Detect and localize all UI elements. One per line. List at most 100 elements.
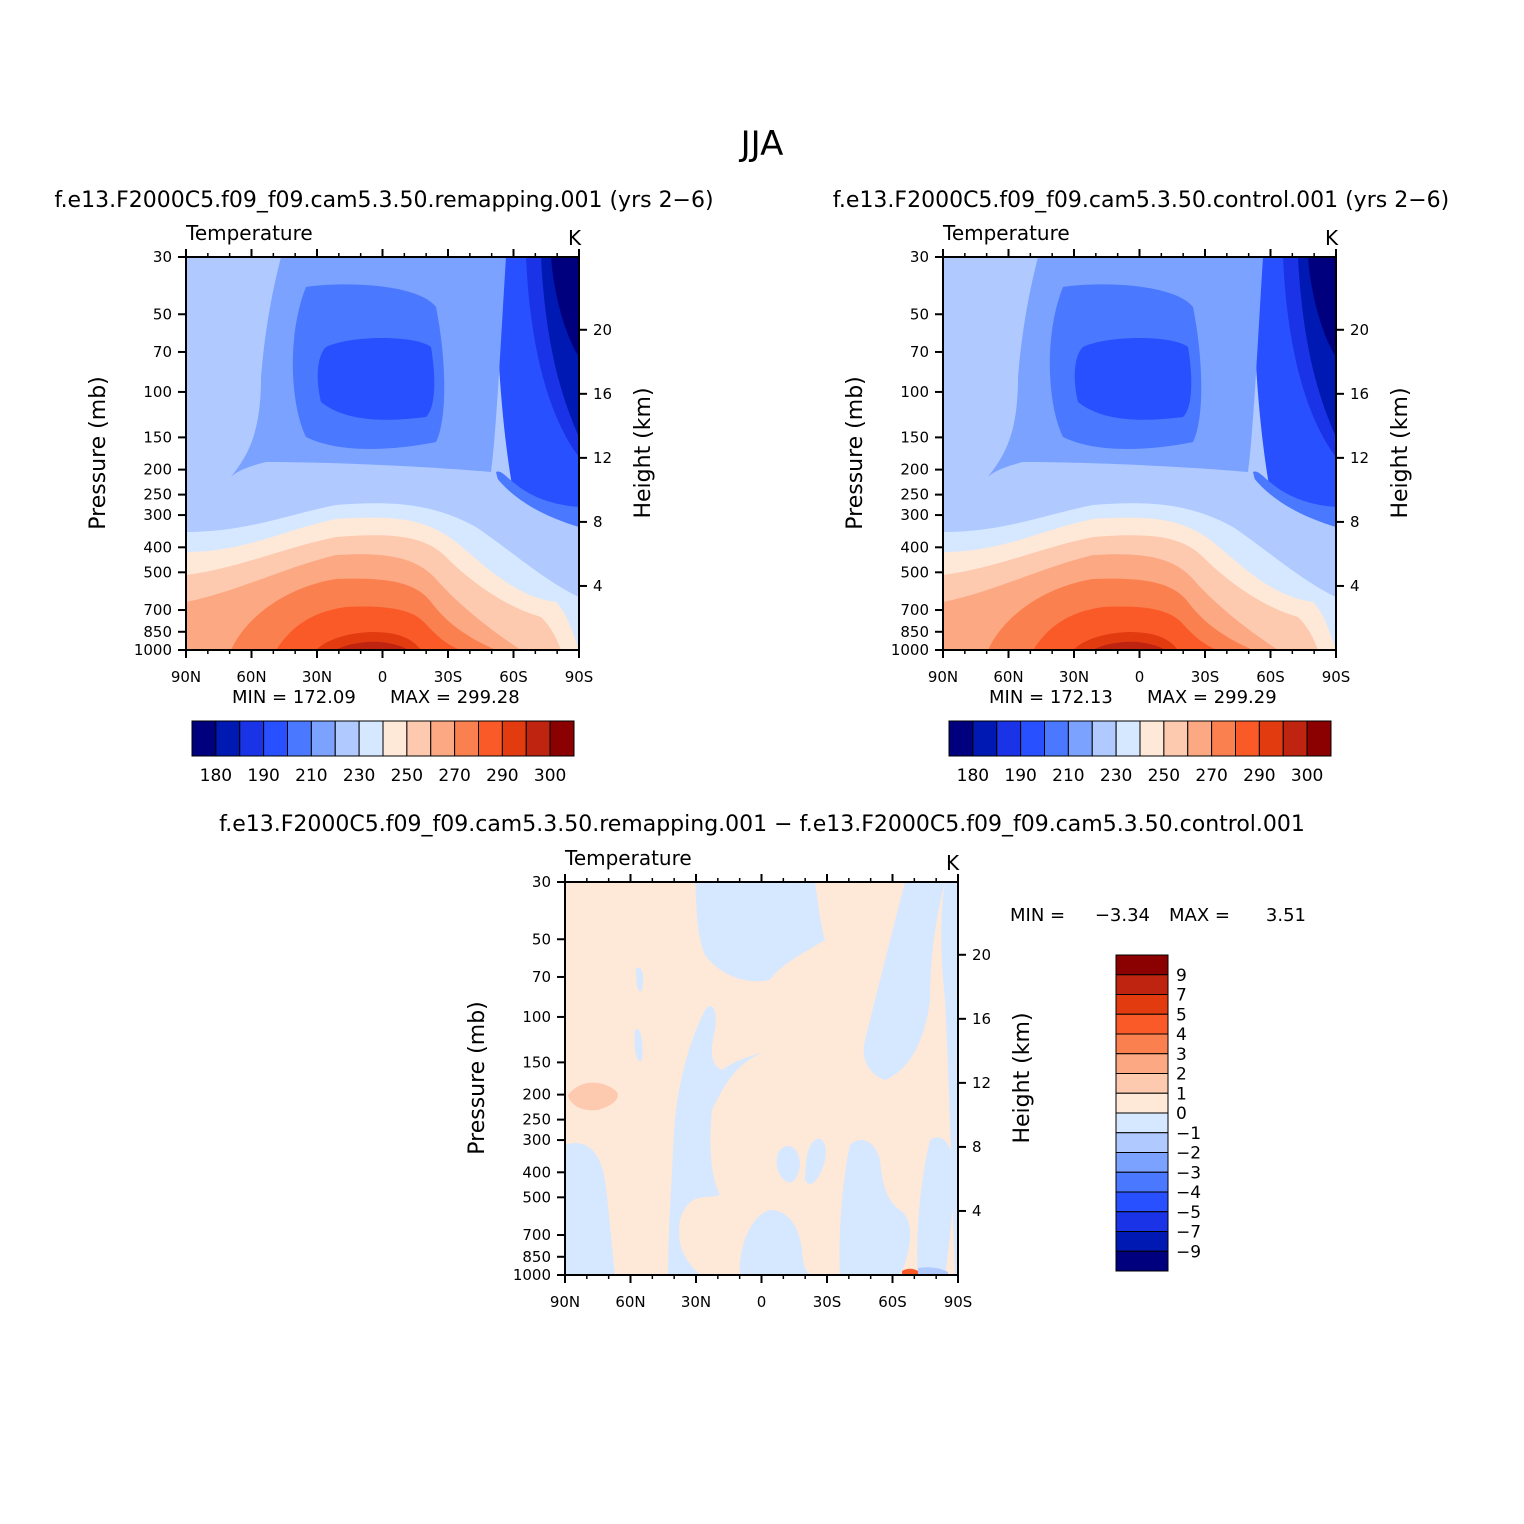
y-right-tick-label: 8: [972, 1138, 982, 1156]
units-label: K: [1325, 226, 1339, 250]
colorbar-swatch: [1115, 1073, 1169, 1094]
colorbar-swatch: [549, 720, 575, 757]
colorbar-label: 290: [1243, 766, 1275, 786]
colorbar-swatch: [454, 720, 479, 757]
colorbar-swatch: [334, 720, 360, 757]
y-right-tick-label: 12: [972, 1074, 991, 1092]
colorbar-swatch: [406, 720, 432, 757]
colorbar-swatch: [1258, 720, 1284, 757]
y-tick-label: 300: [143, 506, 172, 524]
y-tick-label: 150: [522, 1053, 551, 1071]
colorbar-swatch: [1235, 720, 1260, 757]
colorbar-label: 300: [1291, 766, 1323, 786]
x-tick-label: 90N: [171, 668, 201, 686]
y-right-tick-label: 4: [593, 577, 603, 595]
colorbar-swatch: [996, 720, 1022, 757]
x-tick-label: 30N: [302, 668, 332, 686]
y-tick-label: 250: [143, 486, 172, 504]
y-tick-label: 400: [143, 538, 172, 556]
colorbar-swatch: [287, 720, 312, 757]
y-tick-label: 300: [522, 1131, 551, 1149]
colorbar-swatch: [239, 720, 265, 757]
colorbar-label: 2: [1176, 1065, 1187, 1085]
colorbar-swatch: [501, 720, 527, 757]
colorbar-label: 250: [1148, 766, 1180, 786]
x-tick-label: 90S: [944, 1293, 973, 1311]
y-tick-label: 50: [532, 930, 551, 948]
y-tick-label: 70: [910, 343, 929, 361]
y-right-tick-label: 16: [593, 385, 612, 403]
y-tick-label: 70: [532, 968, 551, 986]
x-tick-label: 0: [757, 1293, 767, 1311]
colorbar-swatch: [948, 720, 974, 757]
y-tick-label: 100: [900, 383, 929, 401]
y-axis-label-right: Height (km): [631, 387, 656, 518]
y-tick-label: 30: [532, 873, 551, 891]
min-label: MIN = 172.09: [232, 687, 356, 708]
colorbar-label: 180: [200, 766, 232, 786]
y-tick-label: 200: [522, 1086, 551, 1104]
colorbar-label: 4: [1176, 1025, 1187, 1045]
colorbar-swatch: [478, 720, 503, 757]
colorbar-swatch: [1115, 1092, 1169, 1114]
colorbar-label: 210: [1052, 766, 1084, 786]
y-right-tick-label: 4: [972, 1202, 982, 1220]
colorbar-swatch: [191, 720, 217, 757]
colorbar-swatch: [525, 720, 551, 757]
y-right-tick-label: 4: [1350, 577, 1360, 595]
page-title: JJA: [739, 124, 784, 164]
y-tick-label: 30: [910, 248, 929, 266]
x-tick-label: 0: [1135, 668, 1145, 686]
y-tick-label: 700: [900, 601, 929, 619]
colorbar-swatch: [1163, 720, 1189, 757]
colorbar-label: 270: [1195, 766, 1227, 786]
colorbar-label: 180: [957, 766, 989, 786]
y-tick-label: 1000: [513, 1266, 551, 1284]
panel-remapping: f.e13.F2000C5.f09_f09.cam5.3.50.remappin…: [54, 188, 713, 786]
y-tick-label: 850: [522, 1248, 551, 1266]
y-tick-label: 700: [522, 1226, 551, 1244]
y-tick-label: 850: [143, 623, 172, 641]
max-label: MAX = 299.29: [1147, 687, 1277, 708]
y-tick-label: 50: [910, 305, 929, 323]
y-axis-label-left: Pressure (mb): [465, 1001, 490, 1155]
colorbar-label: 0: [1176, 1104, 1187, 1124]
units-label: K: [946, 851, 960, 875]
colorbar-label: 300: [534, 766, 566, 786]
y-tick-label: 150: [900, 428, 929, 446]
contour-field: [565, 882, 958, 1275]
colorbar-swatch: [1115, 1033, 1169, 1055]
colorbar-swatch: [972, 720, 998, 757]
colorbar-swatch: [1115, 1211, 1169, 1232]
max-label: MAX = 299.28: [390, 687, 520, 708]
variable-label: Temperature: [564, 846, 692, 870]
panel-control: f.e13.F2000C5.f09_f09.cam5.3.50.control.…: [833, 188, 1449, 786]
colorbar-label: 1: [1176, 1084, 1187, 1104]
y-right-tick-label: 20: [972, 946, 991, 964]
y-tick-label: 100: [143, 383, 172, 401]
x-tick-label: 60S: [1256, 668, 1285, 686]
colorbar-swatch: [215, 720, 241, 757]
y-right-tick-label: 12: [1350, 449, 1369, 467]
colorbar-label: 190: [1004, 766, 1036, 786]
colorbar-swatch: [1211, 720, 1236, 757]
x-tick-label: 30S: [434, 668, 463, 686]
y-right-tick-label: 8: [593, 513, 603, 531]
x-tick-label: 30S: [813, 1293, 842, 1311]
y-tick-label: 200: [143, 461, 172, 479]
units-label: K: [568, 226, 582, 250]
y-tick-label: 250: [900, 486, 929, 504]
x-tick-label: 90S: [565, 668, 594, 686]
y-right-tick-label: 16: [972, 1010, 991, 1028]
colorbar-swatch: [1067, 720, 1093, 757]
colorbar-label: 270: [438, 766, 470, 786]
colorbar-swatch: [358, 720, 384, 757]
x-tick-label: 30N: [681, 1293, 711, 1311]
colorbar-label: −7: [1176, 1223, 1201, 1243]
y-tick-label: 150: [143, 428, 172, 446]
colorbar-label: 210: [295, 766, 327, 786]
colorbar-label: 230: [343, 766, 375, 786]
max-label: MAX =: [1169, 905, 1230, 926]
y-tick-label: 500: [900, 563, 929, 581]
